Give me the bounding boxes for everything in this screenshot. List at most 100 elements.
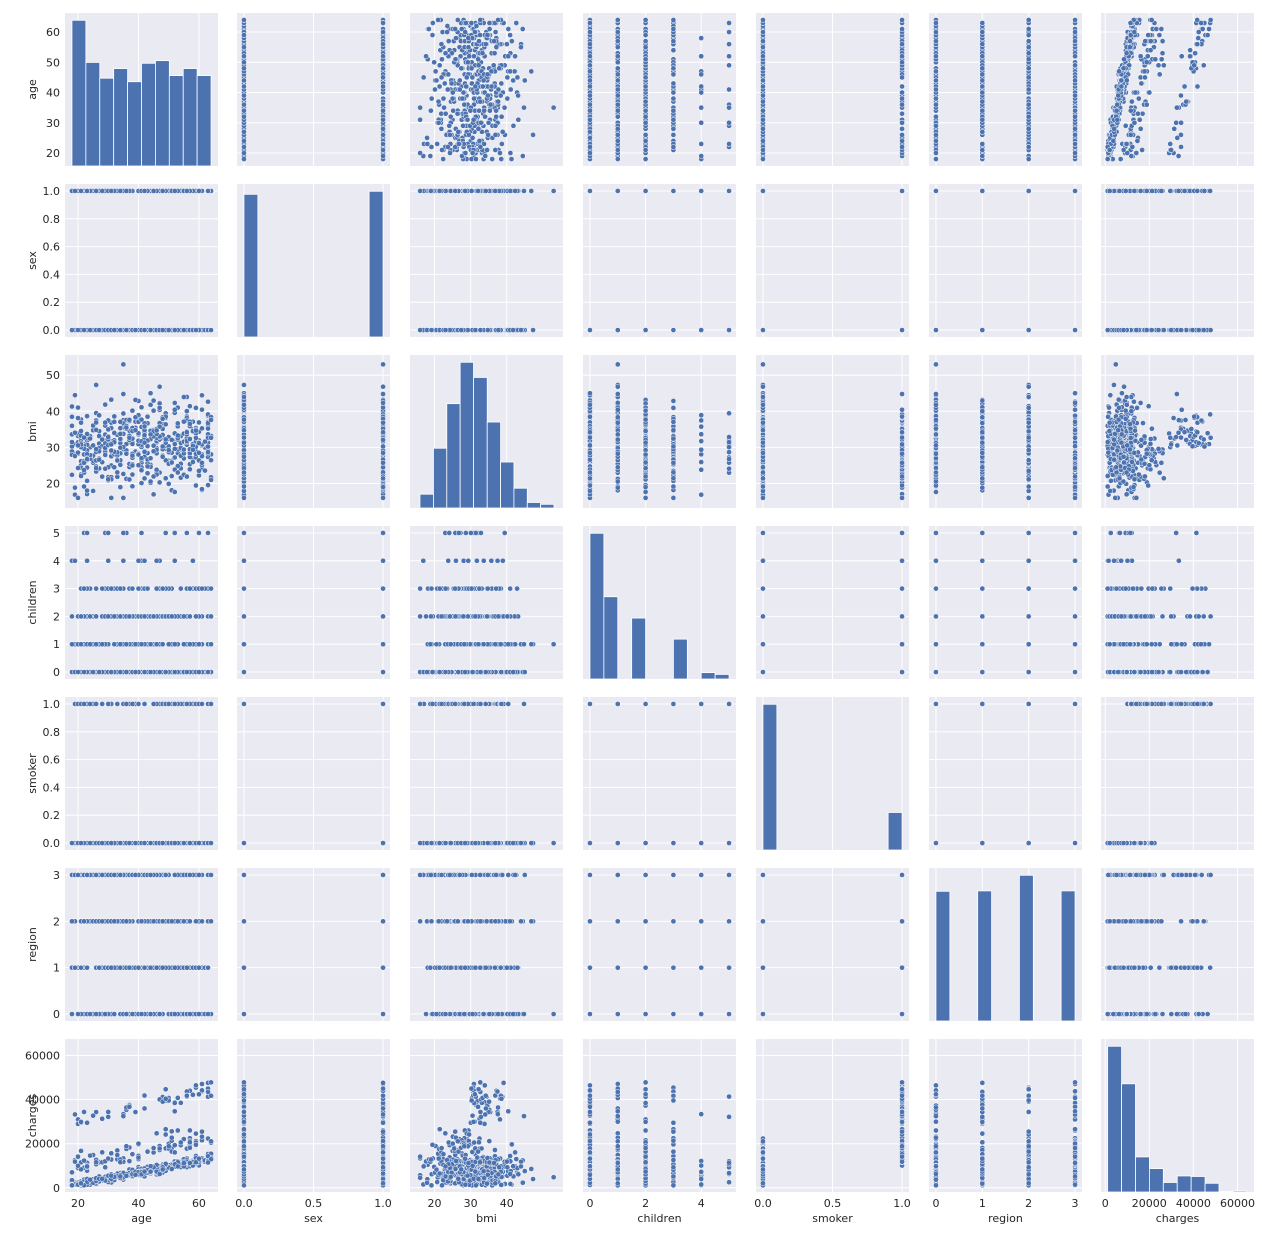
scatter-point: [478, 120, 483, 125]
scatter-point: [69, 327, 74, 332]
scatter-point: [726, 42, 731, 47]
scatter-point: [1133, 90, 1138, 95]
scatter-point: [495, 17, 500, 22]
scatter-point: [1105, 156, 1110, 161]
scatter-point: [1161, 63, 1166, 68]
scatter-point: [615, 45, 620, 50]
histogram-bar: [100, 78, 114, 166]
scatter-point: [1137, 117, 1142, 122]
y-axis-label: sex: [26, 251, 39, 270]
y-axis-label: age: [26, 79, 39, 100]
scatter-point: [124, 327, 129, 332]
scatter-point: [241, 17, 246, 22]
scatter-point: [643, 132, 648, 137]
scatter-point: [496, 327, 501, 332]
scatter-point: [483, 188, 488, 193]
scatter-point: [241, 108, 246, 113]
scatter-point: [615, 93, 620, 98]
scatter-point: [472, 29, 477, 34]
scatter-point: [172, 188, 177, 193]
scatter-point: [1072, 126, 1077, 131]
scatter-point: [504, 42, 509, 47]
scatter-point: [447, 123, 452, 128]
scatter-point: [423, 54, 428, 59]
scatter-point: [1205, 32, 1210, 37]
scatter-point: [441, 156, 446, 161]
scatter-point: [464, 84, 469, 89]
scatter-point: [493, 29, 498, 34]
scatter-point: [615, 108, 620, 113]
scatter-point: [508, 32, 513, 37]
scatter-point: [760, 117, 765, 122]
scatter-point: [380, 20, 385, 25]
scatter-point: [518, 45, 523, 50]
scatter-point: [1124, 51, 1129, 56]
scatter-point: [899, 90, 904, 95]
scatter-point: [1114, 108, 1119, 113]
y-tick-label: 20: [46, 147, 60, 160]
scatter-point: [643, 32, 648, 37]
scatter-point: [497, 150, 502, 155]
scatter-point: [933, 150, 938, 155]
scatter-point: [760, 78, 765, 83]
scatter-point: [241, 144, 246, 149]
scatter-point: [457, 78, 462, 83]
scatter-point: [1160, 51, 1165, 56]
scatter-point: [437, 84, 442, 89]
scatter-point: [499, 81, 504, 86]
scatter-point: [443, 111, 448, 116]
scatter-point: [456, 129, 461, 134]
scatter-point: [1142, 69, 1147, 74]
scatter-point: [184, 188, 189, 193]
scatter-point: [760, 54, 765, 59]
scatter-point: [118, 188, 123, 193]
scatter-point: [643, 57, 648, 62]
y-tick-label: 0.0: [43, 324, 61, 337]
scatter-point: [1130, 144, 1135, 149]
scatter-point: [899, 111, 904, 116]
scatter-point: [84, 188, 89, 193]
scatter-point: [482, 114, 487, 119]
scatter-point: [1026, 66, 1031, 71]
scatter-point: [439, 42, 444, 47]
panel-age-vs-region: [929, 13, 1082, 166]
scatter-point: [505, 96, 510, 101]
scatter-point: [112, 327, 117, 332]
scatter-point: [87, 327, 92, 332]
scatter-point: [449, 81, 454, 86]
scatter-point: [124, 188, 129, 193]
scatter-point: [142, 188, 147, 193]
scatter-point: [615, 78, 620, 83]
scatter-point: [980, 78, 985, 83]
scatter-point: [1139, 81, 1144, 86]
scatter-point: [1107, 147, 1112, 152]
scatter-point: [587, 78, 592, 83]
scatter-point: [933, 54, 938, 59]
scatter-point: [476, 126, 481, 131]
scatter-point: [109, 188, 114, 193]
scatter-point: [980, 84, 985, 89]
scatter-point: [726, 188, 731, 193]
scatter-point: [493, 132, 498, 137]
scatter-point: [587, 129, 592, 134]
scatter-point: [899, 84, 904, 89]
scatter-point: [142, 327, 147, 332]
scatter-point: [899, 60, 904, 65]
scatter-point: [521, 105, 526, 110]
scatter-point: [148, 327, 153, 332]
scatter-point: [496, 87, 501, 92]
scatter-point: [485, 32, 490, 37]
scatter-point: [1178, 93, 1183, 98]
scatter-point: [1026, 26, 1031, 31]
scatter-point: [643, 156, 648, 161]
scatter-point: [1127, 45, 1132, 50]
scatter-point: [587, 117, 592, 122]
scatter-point: [465, 117, 470, 122]
scatter-point: [491, 63, 496, 68]
scatter-point: [487, 26, 492, 31]
scatter-point: [760, 147, 765, 152]
scatter-point: [643, 108, 648, 113]
scatter-point: [1026, 156, 1031, 161]
scatter-point: [899, 42, 904, 47]
scatter-point: [453, 26, 458, 31]
